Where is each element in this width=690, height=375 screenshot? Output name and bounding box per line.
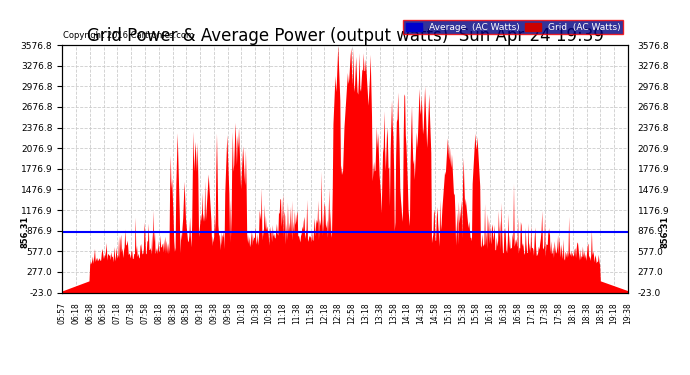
Text: 856.31: 856.31 (21, 216, 30, 248)
Legend: Average  (AC Watts), Grid  (AC Watts): Average (AC Watts), Grid (AC Watts) (403, 20, 623, 34)
Text: 856.31: 856.31 (660, 216, 669, 248)
Text: Copyright 2016 Cartronics.com: Copyright 2016 Cartronics.com (63, 31, 195, 40)
Title: Grid Power & Average Power (output watts)  Sun Apr 24 19:39: Grid Power & Average Power (output watts… (86, 27, 604, 45)
